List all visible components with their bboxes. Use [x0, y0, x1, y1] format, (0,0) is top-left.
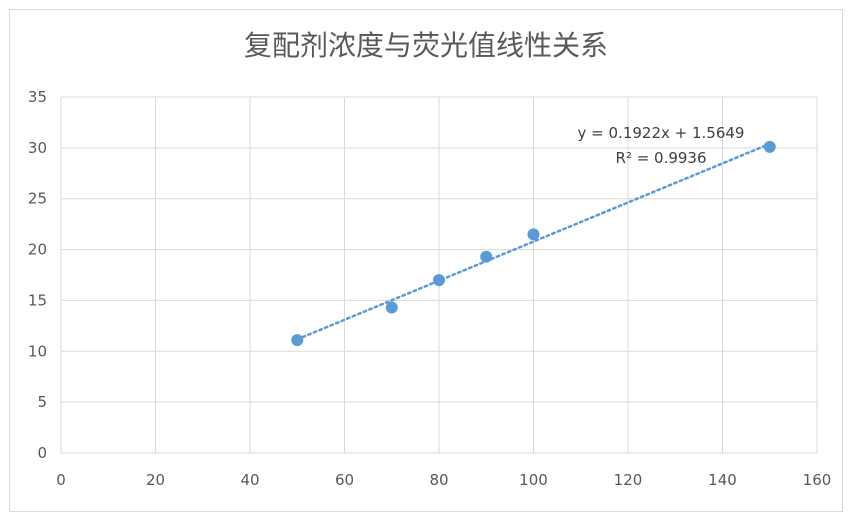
- data-point: [480, 250, 493, 263]
- y-tick-label: 0: [37, 444, 47, 462]
- data-point: [291, 334, 304, 347]
- trendline-r-squared: R² = 0.9936: [615, 149, 706, 167]
- x-tick-label: 100: [519, 471, 548, 489]
- chart-title: 复配剂浓度与荧光值线性关系: [243, 29, 608, 62]
- data-points: [291, 140, 776, 347]
- data-point: [763, 140, 776, 153]
- y-tick-label: 30: [28, 139, 47, 157]
- x-tick-label: 20: [146, 471, 165, 489]
- x-tick-label: 120: [614, 471, 643, 489]
- y-tick-label: 35: [28, 88, 47, 106]
- y-tick-label: 15: [28, 291, 47, 309]
- data-point: [527, 228, 540, 241]
- y-axis-ticks: 0 5 10 15 20 25 30 35: [28, 88, 47, 462]
- x-tick-label: 140: [708, 471, 737, 489]
- trendline: [296, 142, 771, 341]
- y-tick-label: 25: [28, 190, 47, 208]
- x-axis-ticks: 0 20 40 60 80 100 120 140 160: [56, 471, 831, 489]
- x-tick-label: 0: [56, 471, 66, 489]
- data-point: [385, 301, 398, 314]
- x-tick-label: 40: [240, 471, 259, 489]
- chart-frame: [9, 9, 843, 512]
- data-point: [433, 274, 445, 287]
- y-tick-label: 10: [28, 342, 47, 360]
- trendline-path: [296, 142, 771, 341]
- x-tick-label: 160: [803, 471, 832, 489]
- y-tick-label: 20: [28, 241, 47, 259]
- grid-lines: [60, 96, 818, 454]
- trendline-equation: y = 0.1922x + 1.5649: [578, 124, 745, 142]
- y-tick-label: 5: [37, 393, 47, 411]
- x-tick-label: 60: [335, 471, 354, 489]
- x-tick-label: 80: [429, 471, 448, 489]
